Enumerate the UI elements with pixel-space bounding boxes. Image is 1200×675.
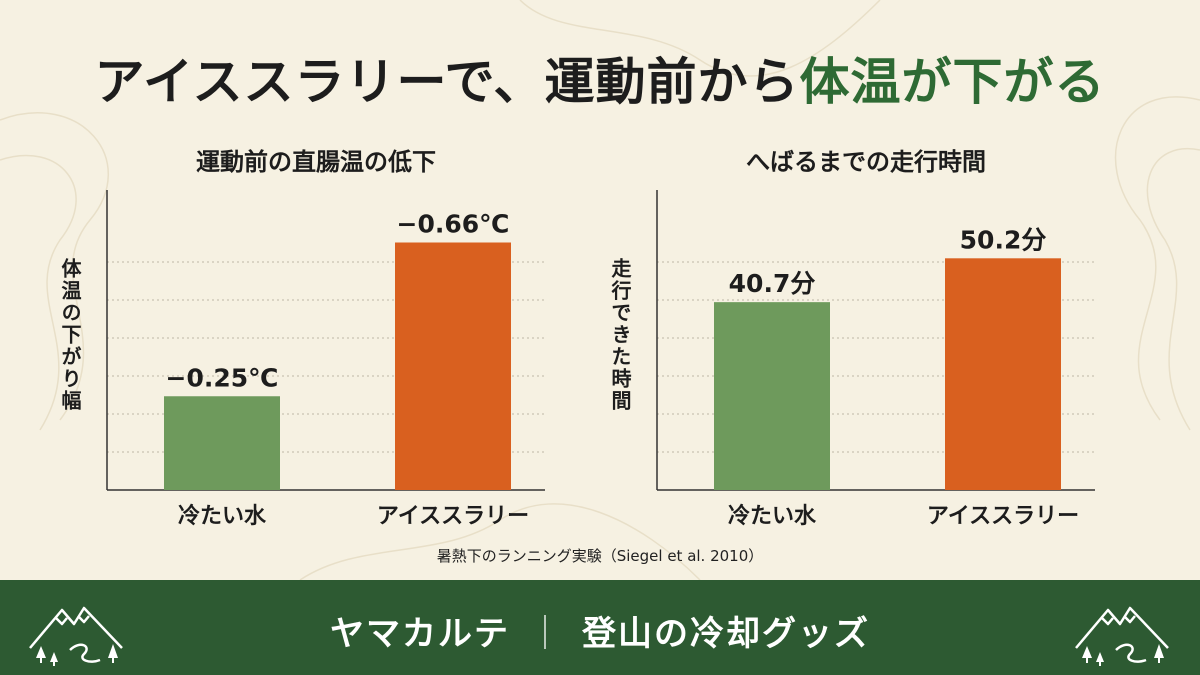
topographic-background — [0, 0, 1200, 580]
chart-title: へばるまでの走行時間 — [746, 148, 986, 176]
category-label: 冷たい水 — [178, 503, 267, 529]
category-label: 冷たい水 — [728, 503, 817, 529]
chart-title: 運動前の直腸温の低下 — [196, 148, 436, 176]
category-label: アイススラリー — [927, 504, 1079, 529]
bar-value-label: 40.7分 — [729, 269, 816, 298]
source-note: 暑熱下のランニング実験（Siegel et al. 2010） — [436, 547, 764, 565]
footer-banner: ヤマカルテ ｜ 登山の冷却グッズ — [0, 580, 1200, 675]
headline-prefix: アイススラリーで、運動前から — [94, 53, 800, 111]
bar-value-label: 50.2分 — [960, 225, 1047, 254]
footer-brand: ヤマカルテ — [330, 614, 510, 654]
y-axis-label: 体温の下がり幅 — [58, 257, 82, 412]
footer-topic: 登山の冷却グッズ — [582, 614, 870, 654]
bar-cold-water — [714, 302, 830, 490]
headline: アイススラリーで、運動前から体温が下がる — [0, 42, 1200, 114]
headline-accent: 体温が下がる — [799, 53, 1106, 111]
y-axis-label: 走行できた時間 — [608, 257, 632, 412]
bar-ice-slurry — [395, 242, 511, 490]
footer-title: ヤマカルテ ｜ 登山の冷却グッズ — [0, 606, 1200, 655]
mountain-logo-icon — [1075, 606, 1169, 666]
mountain-logo-icon — [29, 606, 123, 666]
bar-ice-slurry — [945, 258, 1061, 490]
bar-value-label: −0.66℃ — [397, 210, 510, 239]
category-label: アイススラリー — [377, 504, 529, 529]
bar-value-label: −0.25℃ — [166, 363, 279, 392]
bar-cold-water — [164, 396, 280, 490]
footer-separator: ｜ — [528, 614, 564, 654]
